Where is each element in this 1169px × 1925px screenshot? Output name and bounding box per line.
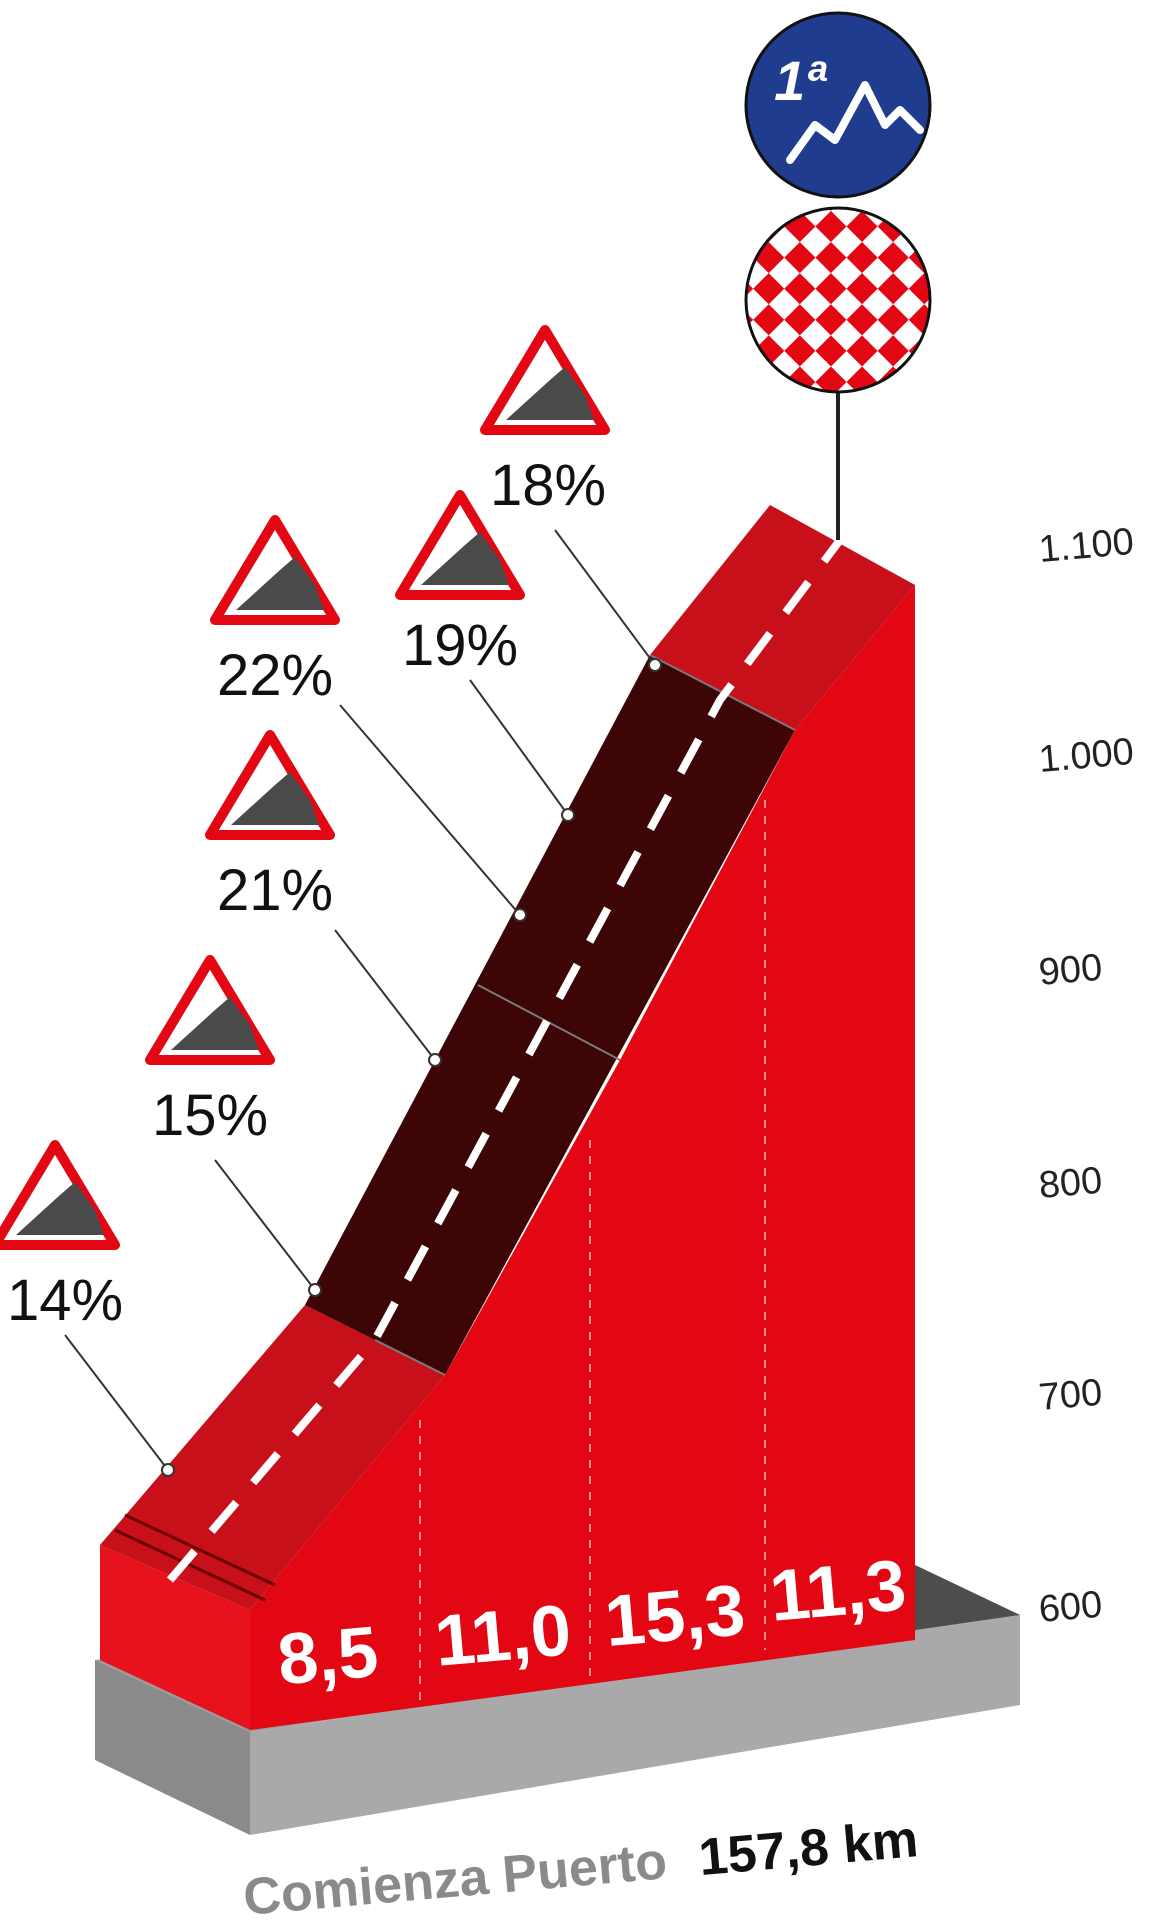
ribbon-steep bbox=[305, 655, 795, 1375]
gradient-label-3: 21% bbox=[217, 858, 333, 923]
base-slab-front bbox=[250, 1615, 1020, 1835]
callout-dot-5 bbox=[561, 808, 575, 822]
gradient-label-5: 19% bbox=[402, 613, 518, 678]
road-centre-line bbox=[166, 537, 844, 1583]
gradient-label-1: 14% bbox=[7, 1268, 123, 1333]
start-km: 157,8 km bbox=[696, 1810, 920, 1887]
callout-dot-6 bbox=[648, 658, 662, 672]
altitude-tick-600: 600 bbox=[1037, 1584, 1104, 1631]
start-band-2 bbox=[114, 1528, 266, 1602]
gradient-label-6: 18% bbox=[490, 453, 606, 518]
category-badge-label: 1ª bbox=[774, 49, 827, 112]
altitude-tick-800: 800 bbox=[1037, 1160, 1104, 1207]
base-shadow bbox=[915, 1565, 1020, 1630]
profile-left-side bbox=[100, 1545, 250, 1730]
gradient-label-4: 22% bbox=[217, 643, 333, 708]
gradient-callout-5: 19% bbox=[395, 490, 575, 822]
segment-gradient-3: 15,3 bbox=[602, 1570, 749, 1662]
start-name: Comienza Puerto bbox=[241, 1832, 669, 1920]
segment-gradient-2: 11,0 bbox=[432, 1590, 575, 1682]
callout-dot-1 bbox=[161, 1463, 175, 1477]
gradient-callout-2: 15% bbox=[145, 955, 322, 1297]
segment-gradient-4: 11,3 bbox=[767, 1545, 910, 1637]
base-slab-side bbox=[95, 1660, 250, 1835]
gradient-label-2: 15% bbox=[152, 1083, 268, 1148]
gradient-callout-1: 14% bbox=[0, 1140, 175, 1477]
altitude-tick-900: 900 bbox=[1037, 947, 1104, 994]
gradient-callout-4: 22% bbox=[210, 515, 527, 922]
finish-checkered-icon bbox=[744, 206, 932, 394]
divider-1 bbox=[374, 1339, 446, 1376]
profile-front bbox=[250, 585, 915, 1730]
callout-dot-2 bbox=[308, 1283, 322, 1297]
callout-dot-3 bbox=[428, 1053, 442, 1067]
mountain-icon bbox=[786, 81, 924, 164]
altitude-tick-700: 700 bbox=[1037, 1372, 1104, 1419]
ribbon-top bbox=[650, 505, 915, 730]
start-label: Comienza Puerto 157,8 km bbox=[241, 1810, 920, 1920]
altitude-tick-1100: 1.100 bbox=[1037, 521, 1135, 571]
start-band-1 bbox=[124, 1513, 276, 1587]
callout-dot-4 bbox=[513, 908, 527, 922]
altitude-tick-1000: 1.000 bbox=[1037, 731, 1135, 781]
segment-gradient-1: 8,5 bbox=[275, 1612, 382, 1700]
gradient-callout-6: 18% bbox=[480, 325, 662, 672]
gradient-callout-3: 21% bbox=[205, 730, 442, 1067]
